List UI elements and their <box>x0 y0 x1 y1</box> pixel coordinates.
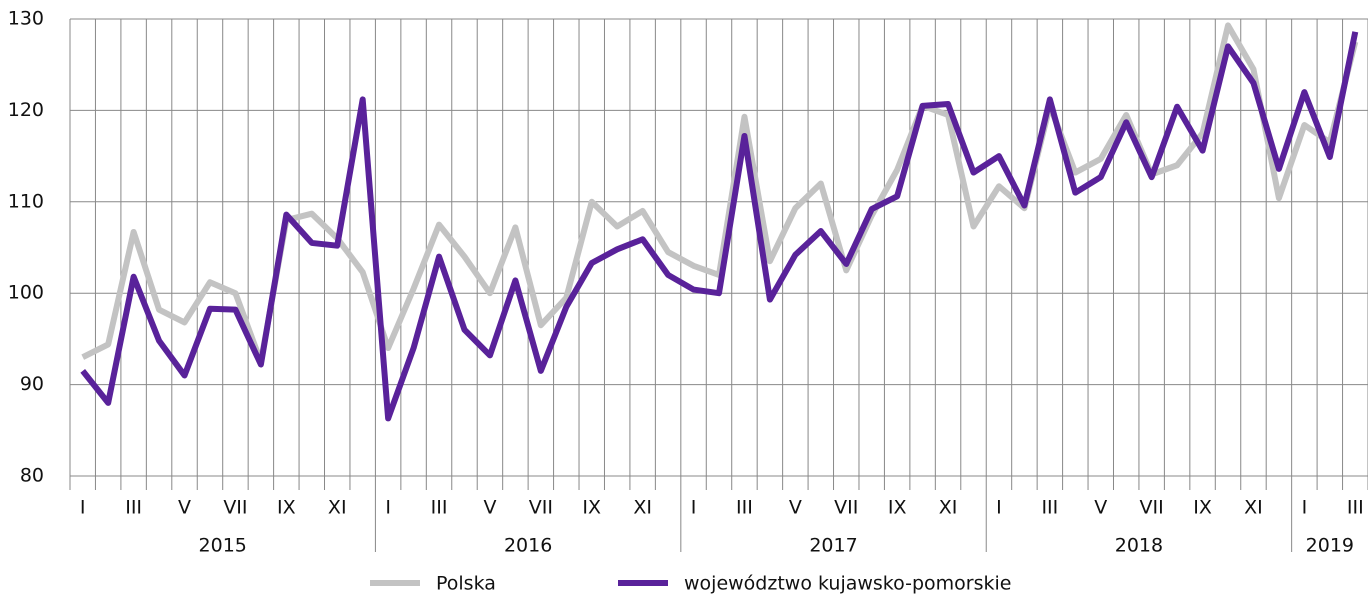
x-tick-label: I <box>1302 497 1308 519</box>
y-tick-label: 100 <box>8 282 44 304</box>
x-tick-label: I <box>385 497 391 519</box>
y-tick-label: 120 <box>8 99 44 121</box>
x-tick-label: I <box>691 497 697 519</box>
x-tick-label: V <box>1094 497 1107 519</box>
y-tick-label: 110 <box>8 190 44 212</box>
x-tick-label: IX <box>1193 497 1212 519</box>
x-tick-label: IX <box>888 497 907 519</box>
x-tick-label: VII <box>529 497 553 519</box>
x-tick-label: IX <box>582 497 601 519</box>
x-tick-label: XI <box>633 497 652 519</box>
x-tick-label: VII <box>834 497 858 519</box>
y-tick-label: 90 <box>20 373 44 395</box>
y-tick-label: 130 <box>8 8 44 30</box>
year-label: 2019 <box>1306 535 1354 557</box>
x-tick-label: III <box>1347 497 1364 519</box>
x-tick-label: I <box>80 497 86 519</box>
x-tick-label: V <box>483 497 496 519</box>
x-tick-label: XI <box>939 497 958 519</box>
year-label: 2016 <box>504 535 552 557</box>
x-tick-label: IX <box>277 497 296 519</box>
x-tick-label: I <box>996 497 1002 519</box>
year-label: 2015 <box>199 535 247 557</box>
x-tick-label: XI <box>328 497 347 519</box>
year-label: 2018 <box>1115 535 1163 557</box>
x-tick-label: V <box>178 497 191 519</box>
x-tick-label: III <box>1041 497 1058 519</box>
x-tick-label: XI <box>1244 497 1263 519</box>
x-tick-label: VII <box>223 497 247 519</box>
legend-label: Polska <box>436 573 496 595</box>
series-line <box>80 31 1359 422</box>
legend-label: województwo kujawsko-pomorskie <box>684 573 1011 595</box>
x-tick-label: III <box>431 497 448 519</box>
x-tick-label: VII <box>1140 497 1164 519</box>
x-tick-label: III <box>125 497 142 519</box>
x-tick-label: III <box>736 497 753 519</box>
year-label: 2017 <box>809 535 857 557</box>
y-tick-label: 80 <box>20 465 44 487</box>
x-tick-label: V <box>789 497 802 519</box>
